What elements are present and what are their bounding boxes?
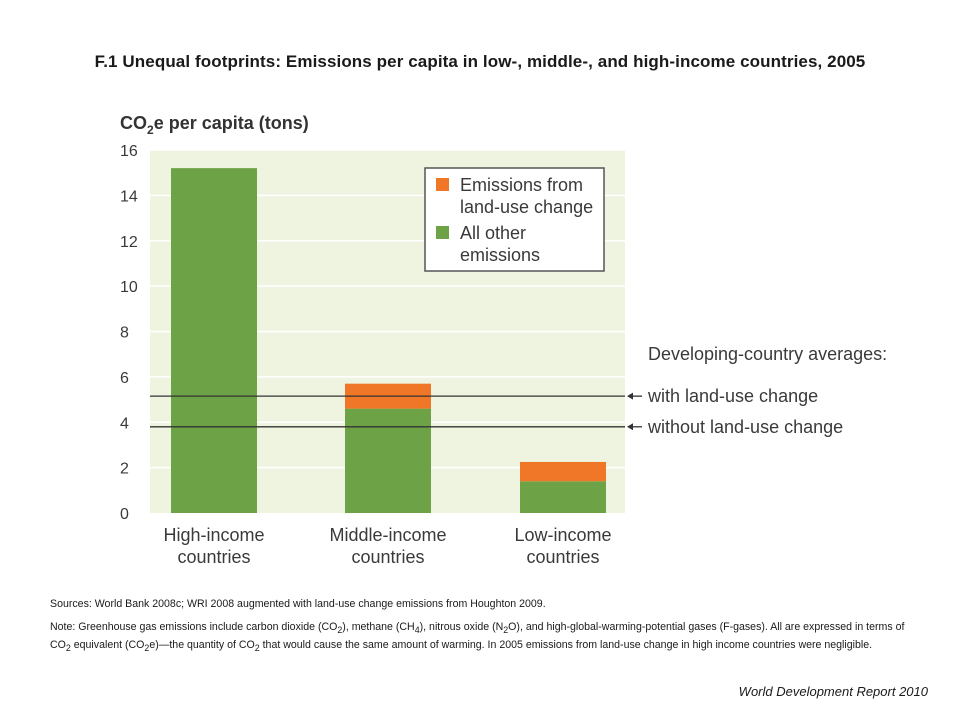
bar-segment [520,461,606,482]
y-tick-label: 8 [120,325,129,342]
y-tick-label: 0 [120,506,129,523]
category-label: countries [177,547,250,567]
category-label: Low-income [514,525,611,545]
legend-label: land-use change [460,197,593,217]
footnotes: Sources: World Bank 2008c; WRI 2008 augm… [50,597,910,656]
y-axis-label: CO2e per capita (tons) [120,113,309,137]
sources-text: Sources: World Bank 2008c; WRI 2008 augm… [50,598,546,610]
bar-segment [520,481,606,513]
arrow-head [627,423,633,431]
category-label: countries [526,547,599,567]
category-label: High-income [163,525,264,545]
legend-label: Emissions from [460,175,583,195]
figure-title: F.1 Unequal footprints: Emissions per ca… [94,52,866,71]
bar-segment [345,408,431,513]
reference-label: without land-use change [647,417,843,437]
category-label: countries [351,547,424,567]
legend-label: emissions [460,245,540,265]
arrow-head [627,392,633,400]
bar-segment [171,168,257,513]
category-labels: High-incomecountriesMiddle-incomecountri… [163,525,611,567]
reference-lines: Developing-country averages: with land-us… [150,344,887,437]
y-tick-label: 2 [120,461,129,478]
report-credit: World Development Report 2010 [738,684,928,699]
reference-header: Developing-country averages: [648,344,887,364]
reference-label: with land-use change [647,386,818,406]
y-tick-label: 6 [120,370,129,387]
y-tick-labels: 0 2 4 6 8 10 12 14 16 [120,143,138,523]
y-tick-label: 12 [120,234,138,251]
bars [171,168,606,513]
y-tick-label: 10 [120,279,138,296]
note-text: Note: Greenhouse gas emissions include c… [50,621,905,654]
y-tick-label: 14 [120,188,138,205]
legend-swatch [436,178,449,191]
y-label-part: e per capita (tons) [154,113,309,133]
y-label-subscript: 2 [147,123,154,137]
legend-swatch [436,226,449,239]
legend-box [424,167,605,272]
y-tick-label: 16 [120,143,138,160]
category-label: Middle-income [329,525,446,545]
y-tick-label: 4 [120,415,129,432]
y-label-part: CO [120,113,147,133]
legend-label: All other [460,223,526,243]
